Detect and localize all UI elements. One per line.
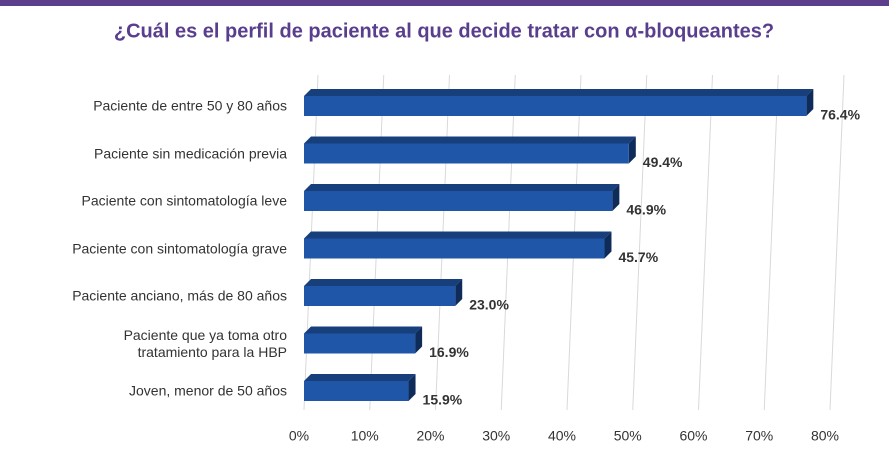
y-tick-label: Paciente sin medicación previa	[94, 145, 287, 161]
grid-line	[763, 74, 779, 411]
value-label: 16.9%	[429, 344, 469, 360]
x-tick-label: 30%	[482, 428, 510, 444]
bar-side	[806, 89, 814, 116]
bar-top	[304, 279, 463, 286]
grid-line	[698, 74, 713, 411]
top-band	[0, 0, 889, 6]
bar	[304, 231, 612, 259]
bar	[304, 136, 636, 164]
x-tick-label: 40%	[548, 428, 576, 444]
bar-front	[304, 286, 456, 306]
y-tick-label: Joven, menor de 50 años	[129, 382, 287, 399]
x-tick-label: 10%	[351, 428, 379, 444]
bar-top	[304, 231, 612, 239]
bar-top	[304, 136, 636, 144]
bar-top	[304, 326, 423, 334]
bar	[304, 89, 814, 116]
y-tick-label: Paciente anciano, más de 80 años	[72, 287, 287, 304]
bar-front	[304, 333, 416, 354]
bar-side	[455, 279, 463, 306]
value-label: 23.0%	[469, 297, 509, 313]
bar	[304, 326, 423, 354]
bar-front	[304, 238, 605, 259]
value-label: 76.4%	[820, 107, 860, 123]
x-tick-label: 20%	[416, 428, 444, 444]
bar	[304, 184, 620, 211]
y-tick-label: Paciente con sintomatología leve	[81, 192, 287, 209]
chart-title: ¿Cuál es el perfil de paciente al que de…	[114, 20, 774, 42]
bar	[304, 279, 463, 306]
bar-front	[304, 191, 613, 211]
bar-front	[304, 96, 807, 116]
bar-top	[304, 184, 620, 191]
bar-front	[304, 143, 629, 164]
bar-side	[628, 136, 636, 164]
grid-line	[632, 74, 648, 411]
y-tick-label: Paciente de entre 50 y 80 años	[93, 97, 287, 114]
value-label: 45.7%	[618, 249, 658, 265]
bar-front	[304, 381, 409, 401]
bar-top	[304, 374, 416, 381]
bar-side	[408, 374, 416, 401]
value-label: 15.9%	[423, 392, 463, 408]
value-label: 49.4%	[643, 154, 683, 170]
x-tick-label: 50%	[614, 428, 642, 444]
x-tick-label: 70%	[745, 428, 773, 444]
y-tick-label: Paciente con sintomatología grave	[72, 240, 287, 256]
bar	[304, 374, 416, 401]
bar-side	[415, 326, 423, 354]
y-tick-label: Paciente que ya toma otro tratamiento pa…	[123, 326, 287, 360]
x-tick-label: 60%	[679, 428, 707, 444]
x-tick-label: 80%	[811, 428, 839, 444]
value-label: 46.9%	[626, 202, 666, 218]
x-tick-label: 0%	[289, 428, 309, 444]
grid-line	[829, 74, 845, 411]
bar-top	[304, 89, 814, 96]
bar-side	[604, 231, 612, 259]
bar-side	[612, 184, 620, 211]
